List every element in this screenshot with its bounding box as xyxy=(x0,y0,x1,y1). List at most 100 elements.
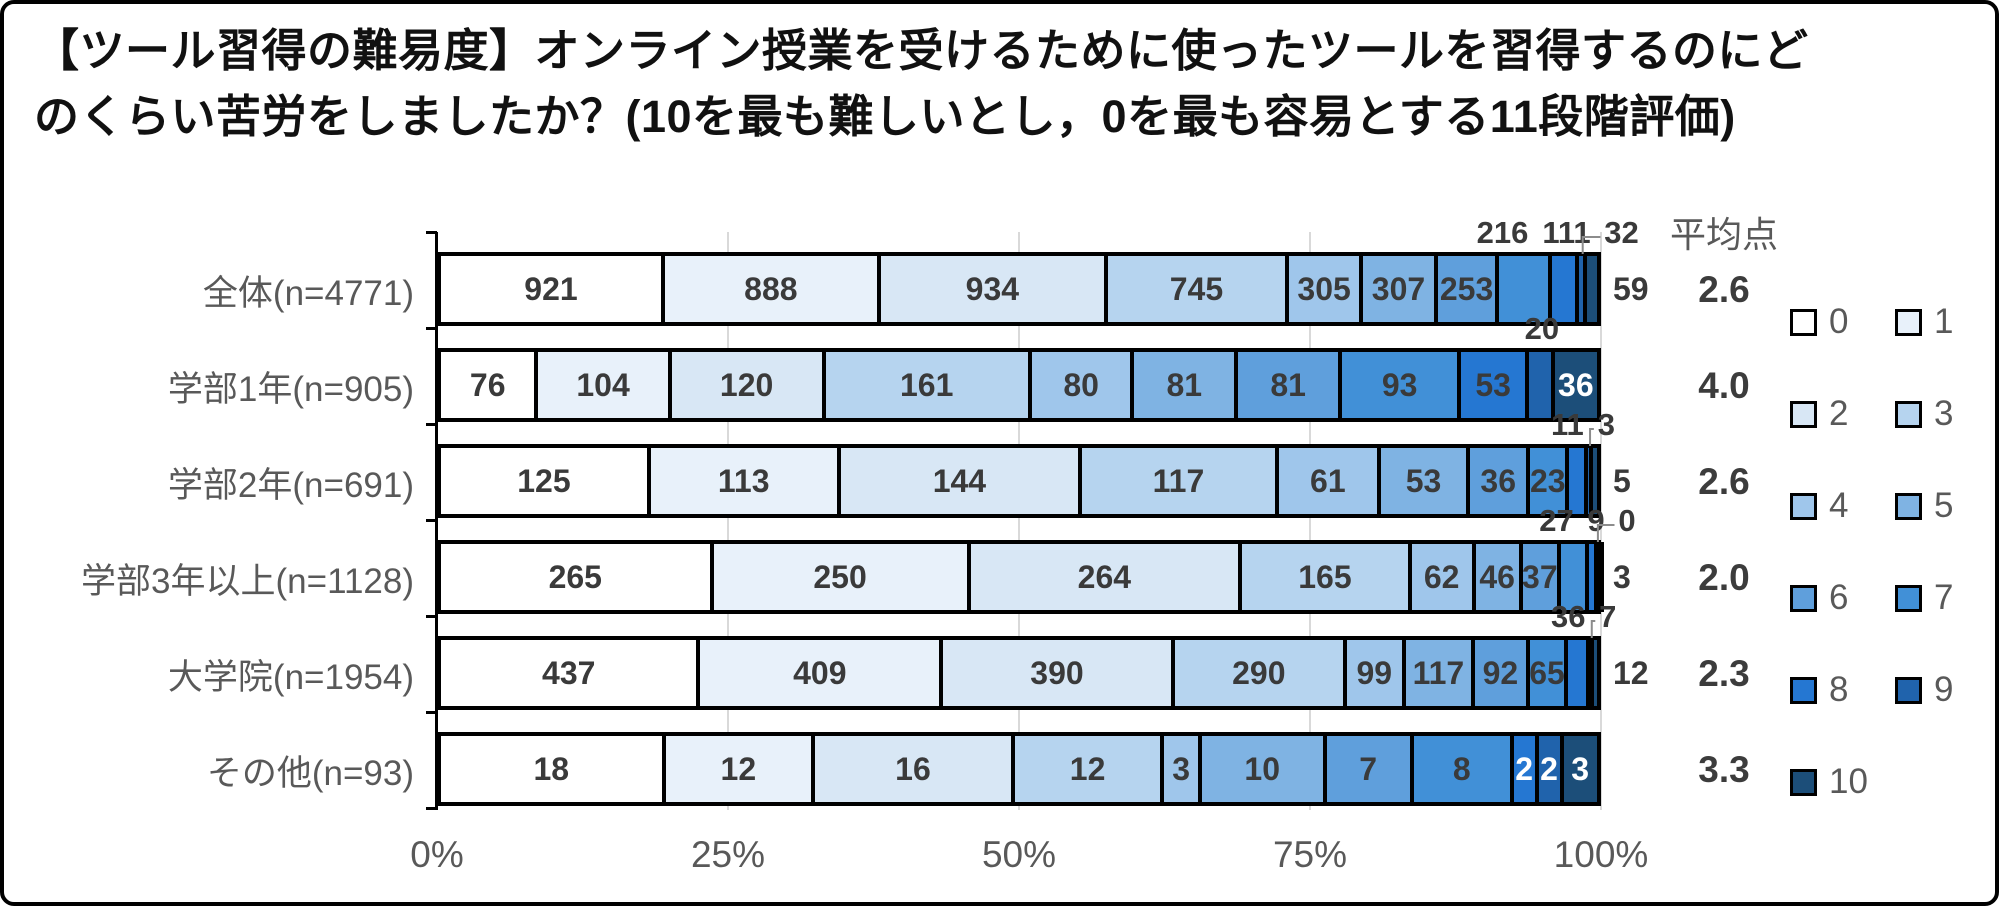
bar-segment: 76 xyxy=(439,350,537,420)
legend-swatch xyxy=(1895,584,1922,612)
bar-segment: 745 xyxy=(1105,254,1288,324)
chart-title-line1: 【ツール習得の難易度】オンライン授業を受けるために使ったツールを習得するのにど xyxy=(34,25,1809,76)
segment-value: 23 xyxy=(1529,462,1566,499)
segment-value-right: 12 xyxy=(1613,654,1649,691)
bar-segment: 53 xyxy=(1459,350,1528,420)
segment-value: 264 xyxy=(1077,558,1132,595)
segment-value: 37 xyxy=(1522,558,1558,595)
bar-segment: 93 xyxy=(1340,350,1460,420)
bar-segment: 265 xyxy=(439,542,712,612)
segment-value: 888 xyxy=(744,270,798,307)
bar-segment: 7 xyxy=(1324,734,1412,804)
legend-entry: 2 xyxy=(1790,394,1895,434)
segment-value: 16 xyxy=(895,750,931,787)
callout-value: 32 xyxy=(1604,215,1639,250)
bar-segment xyxy=(1586,542,1596,612)
bar-segment: 290 xyxy=(1172,638,1345,708)
bar-segment: 921 xyxy=(439,254,663,324)
legend-entry: 6 xyxy=(1790,578,1895,618)
chart-title-line2: のくらい苦労をしましたか？(10を最も難しいとし，0を最も容易とする11段階評価… xyxy=(34,91,1736,142)
average-value: 2.6 xyxy=(1698,269,1750,310)
segment-value: 76 xyxy=(469,366,506,403)
row-label: 全体(n=4771) xyxy=(202,273,414,313)
legend-entry: 5 xyxy=(1895,486,1995,526)
legend-entry: 9 xyxy=(1895,670,1995,710)
stacked-bar: 921 888 934 745 305 307 253 xyxy=(437,252,1601,326)
segment-value: 3 xyxy=(1172,750,1191,787)
segment-value: 81 xyxy=(1166,366,1203,403)
bar-segment: 46 xyxy=(1473,542,1521,612)
bar-segment xyxy=(1567,446,1586,516)
bar-segment: 23 xyxy=(1528,446,1568,516)
bar-segment: 934 xyxy=(878,254,1106,324)
x-axis: 0% 25% 50% 75% 100% xyxy=(410,834,1648,884)
segment-value: 61 xyxy=(1310,462,1346,499)
bar-segment: 8 xyxy=(1411,734,1512,804)
segment-value: 46 xyxy=(1479,558,1515,595)
segment-value: 113 xyxy=(717,462,770,499)
segment-value: 18 xyxy=(533,750,570,787)
callout-value: 27 xyxy=(1539,503,1574,538)
segment-value: 104 xyxy=(576,366,630,403)
x-axis-tick-label: 25% xyxy=(690,834,766,875)
x-axis-tick-label: 50% xyxy=(981,834,1057,875)
bar-segment: 437 xyxy=(439,638,699,708)
segment-value: 390 xyxy=(1030,654,1084,691)
segment-value: 120 xyxy=(719,366,774,403)
x-axis-tick-label: 100% xyxy=(1553,834,1649,875)
segment-value: 53 xyxy=(1405,462,1442,499)
bar-segment: 305 xyxy=(1287,254,1362,324)
legend-swatch xyxy=(1895,400,1922,428)
callout-value: 111 xyxy=(1542,215,1591,250)
y-axis-tick xyxy=(426,711,437,714)
segment-value: 437 xyxy=(542,654,596,691)
chart-row: 76 104 120 161 80 81 81 93 53 36 20 xyxy=(437,311,1601,424)
callout-leader-lines xyxy=(1581,236,1601,254)
segment-value: 253 xyxy=(1439,270,1494,307)
segment-value: 36 xyxy=(1480,462,1517,499)
gridline xyxy=(1018,232,1020,810)
bar-segment: 12 xyxy=(1012,734,1163,804)
segment-value: 165 xyxy=(1298,558,1352,595)
callout-value: 7 xyxy=(1599,599,1617,634)
bar-segment xyxy=(1595,542,1600,612)
legend-label: 0 xyxy=(1829,302,1849,341)
legend-swatch xyxy=(1790,308,1817,336)
segment-value: 144 xyxy=(932,462,987,499)
legend-swatch xyxy=(1895,492,1922,520)
legend-swatch xyxy=(1790,584,1817,612)
bar-segment: 104 xyxy=(536,350,670,420)
bar-segment: 18 xyxy=(439,734,664,804)
chart-row: 125 113 144 117 61 53 36 23 5 11 3 xyxy=(437,407,1631,520)
segment-value: 53 xyxy=(1475,366,1511,403)
segment-value: 92 xyxy=(1482,654,1519,691)
percent-stacked-bar-plot: 921 888 934 745 305 307 253 59 216 111 32 76 104 120 1… xyxy=(426,215,1649,810)
legend-label: 6 xyxy=(1829,578,1849,617)
row-label: 学部2年(n=691) xyxy=(167,465,414,505)
segment-value: 36 xyxy=(1558,366,1594,403)
segment-value: 307 xyxy=(1371,270,1426,307)
legend-entry: 4 xyxy=(1790,486,1895,526)
gridline xyxy=(1309,232,1311,810)
callout-value: 9 xyxy=(1587,503,1605,538)
segment-value: 290 xyxy=(1232,654,1286,691)
segment-value: 161 xyxy=(899,366,954,403)
stacked-bar: 76 104 120 161 80 81 81 93 53 36 xyxy=(437,348,1601,422)
bar-segment: 80 xyxy=(1029,350,1133,420)
bar-segment: 120 xyxy=(669,350,824,420)
chart-row: 921 888 934 745 305 307 253 59 216 111 32 xyxy=(437,215,1649,328)
bar-segment: 253 xyxy=(1435,254,1498,324)
bar-segment xyxy=(1590,446,1599,516)
segment-value: 265 xyxy=(548,558,602,595)
segment-value: 305 xyxy=(1297,270,1351,307)
segment-value: 409 xyxy=(793,654,847,691)
callout-value: 0 xyxy=(1618,503,1636,538)
bar-segment: 144 xyxy=(838,446,1081,516)
row-label: 大学院(n=1954) xyxy=(167,657,414,697)
bar-segment xyxy=(1566,638,1588,708)
bar-segment: 161 xyxy=(823,350,1030,420)
chart-row: 18 12 16 12 3 10 7 8 2 2 3 xyxy=(437,712,1601,808)
